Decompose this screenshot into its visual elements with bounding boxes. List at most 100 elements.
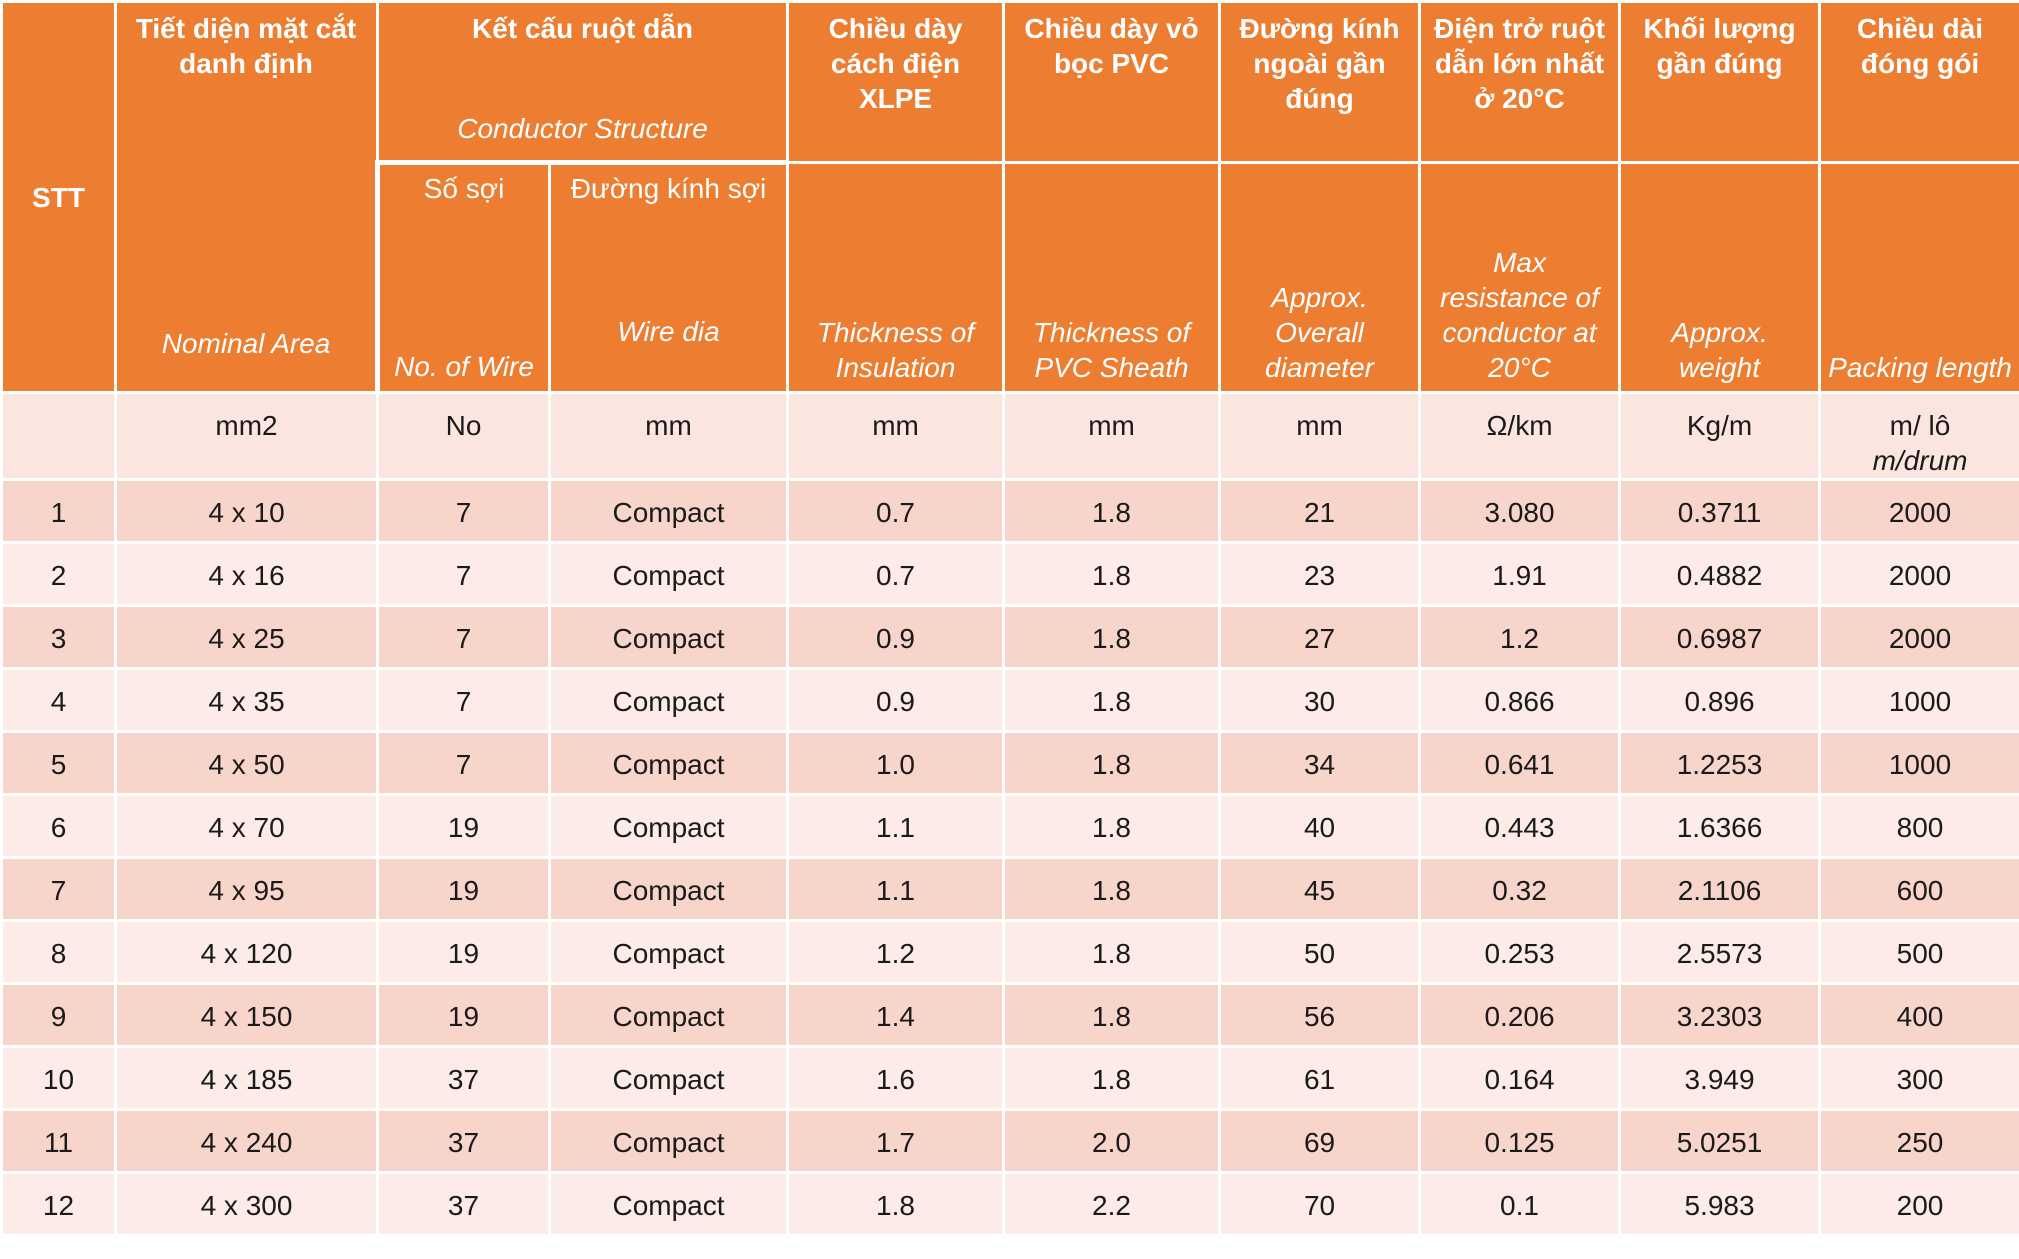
cell-sheath: 1.8 [1002, 730, 1222, 796]
cell-weight: 2.1106 [1618, 856, 1822, 922]
cell-sheath: 1.8 [1002, 667, 1222, 733]
cell-stt: 4 [0, 667, 117, 733]
header-nominal-area-en: Nominal Area [161, 328, 331, 359]
unit-diameter: mm [1218, 391, 1422, 481]
header-nominal-area-vn: Tiết diện mặt cắt danh định [135, 13, 357, 79]
cell-resistance: 0.866 [1418, 667, 1622, 733]
cell-diameter: 34 [1218, 730, 1422, 796]
cell-weight: 0.4882 [1618, 541, 1822, 607]
cell-insulation: 1.1 [786, 793, 1006, 859]
header-wire-dia-en: Wire dia [617, 316, 720, 348]
cell-insulation: 0.9 [786, 604, 1006, 670]
cell-wires: 19 [376, 919, 551, 985]
cell-diameter: 56 [1218, 982, 1422, 1048]
cell-weight: 2.5573 [1618, 919, 1822, 985]
cell-stt: 2 [0, 541, 117, 607]
cell-resistance: 0.1 [1418, 1171, 1622, 1237]
header-sheath-en: Thickness of PVC Sheath [1002, 161, 1222, 394]
cell-wires: 37 [376, 1108, 551, 1174]
header-length-en: Packing length [1818, 161, 2019, 394]
cell-insulation: 0.7 [786, 541, 1006, 607]
cell-weight: 1.2253 [1618, 730, 1822, 796]
cell-stt: 6 [0, 793, 117, 859]
cell-sheath: 1.8 [1002, 982, 1222, 1048]
units-row: mm2 No mm mm mm mm Ω/km Kg/m m/ lô m/dru… [0, 391, 2019, 481]
cell-wire-dia: Compact [547, 1171, 790, 1237]
cell-length: 1000 [1818, 667, 2019, 733]
header-wire-dia: Đường kính sợi Wire dia [547, 160, 790, 394]
cell-sheath: 1.8 [1002, 478, 1222, 544]
cell-insulation: 1.6 [786, 1045, 1006, 1111]
cell-wire-dia: Compact [547, 541, 790, 607]
cell-wires: 37 [376, 1171, 551, 1237]
cell-length: 2000 [1818, 541, 2019, 607]
cell-insulation: 1.8 [786, 1171, 1006, 1237]
cell-resistance: 0.125 [1418, 1108, 1622, 1174]
cell-weight: 0.6987 [1618, 604, 1822, 670]
cell-sheath: 1.8 [1002, 856, 1222, 922]
cell-area: 4 x 50 [114, 730, 379, 796]
table-row: 11 4 x 240 37 Compact 1.7 2.0 69 0.125 5.0251 250 [0, 1108, 2019, 1174]
cell-wires: 7 [376, 478, 551, 544]
cell-insulation: 0.7 [786, 478, 1006, 544]
cell-area: 4 x 240 [114, 1108, 379, 1174]
cell-area: 4 x 120 [114, 919, 379, 985]
header-resistance-vn: Điện trở ruột dẫn lớn nhất ở 20°C [1418, 0, 1622, 165]
cell-resistance: 0.253 [1418, 919, 1622, 985]
cell-wires: 19 [376, 793, 551, 859]
unit-length-vn: m/ lô [1889, 410, 1951, 441]
cell-weight: 0.3711 [1618, 478, 1822, 544]
cell-wires: 19 [376, 982, 551, 1048]
cell-diameter: 70 [1218, 1171, 1422, 1237]
cell-diameter: 45 [1218, 856, 1422, 922]
header-insulation-vn: Chiều dày cách điện XLPE [786, 0, 1006, 165]
cell-length: 1000 [1818, 730, 2019, 796]
cell-sheath: 1.8 [1002, 541, 1222, 607]
cell-diameter: 30 [1218, 667, 1422, 733]
cell-sheath: 2.2 [1002, 1171, 1222, 1237]
cell-area: 4 x 300 [114, 1171, 379, 1237]
cell-insulation: 1.2 [786, 919, 1006, 985]
header-wire-dia-vn: Đường kính sợi [570, 173, 767, 205]
cell-length: 400 [1818, 982, 2019, 1048]
header-conductor-structure-en: Conductor Structure [457, 113, 708, 144]
unit-weight: Kg/m [1618, 391, 1822, 481]
header-insulation-en: Thickness of Insulation [786, 161, 1006, 394]
cell-diameter: 23 [1218, 541, 1422, 607]
unit-length: m/ lô m/drum [1818, 391, 2019, 481]
unit-wire-dia: mm [547, 391, 790, 481]
cell-resistance: 0.443 [1418, 793, 1622, 859]
cell-length: 2000 [1818, 478, 2019, 544]
cell-weight: 5.983 [1618, 1171, 1822, 1237]
unit-sheath: mm [1002, 391, 1222, 481]
header-diameter-vn: Đường kính ngoài gần đúng [1218, 0, 1422, 165]
cell-wire-dia: Compact [547, 730, 790, 796]
unit-length-en: m/drum [1872, 445, 1968, 476]
cell-sheath: 1.8 [1002, 1045, 1222, 1111]
unit-insulation: mm [786, 391, 1006, 481]
cell-insulation: 1.0 [786, 730, 1006, 796]
cell-resistance: 1.2 [1418, 604, 1622, 670]
cell-diameter: 69 [1218, 1108, 1422, 1174]
cell-length: 2000 [1818, 604, 2019, 670]
cell-length: 800 [1818, 793, 2019, 859]
header-length-vn: Chiều dài đóng gói [1818, 0, 2019, 165]
cell-weight: 0.896 [1618, 667, 1822, 733]
unit-wires: No [376, 391, 551, 481]
cell-wire-dia: Compact [547, 793, 790, 859]
cell-length: 250 [1818, 1108, 2019, 1174]
unit-resistance: Ω/km [1418, 391, 1622, 481]
header-wires: Số sợi No. of Wire [375, 160, 551, 394]
cell-stt: 7 [0, 856, 117, 922]
header-wires-vn: Số sợi [423, 173, 505, 205]
cell-wires: 7 [376, 604, 551, 670]
cell-sheath: 1.8 [1002, 604, 1222, 670]
cell-wire-dia: Compact [547, 1108, 790, 1174]
